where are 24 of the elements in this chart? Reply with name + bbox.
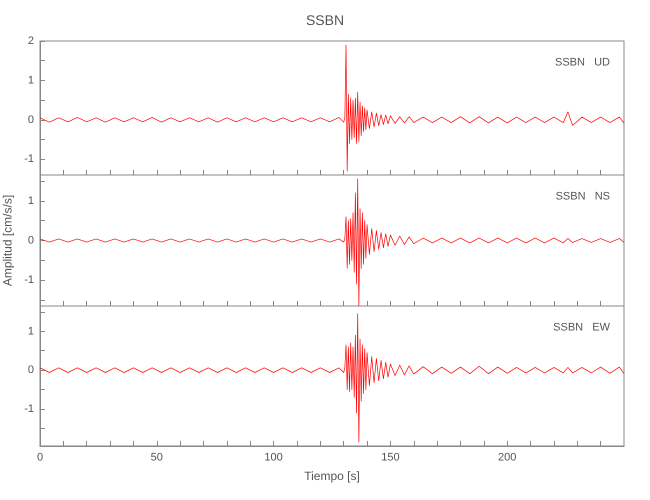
y-tick-label: 2 — [28, 35, 34, 47]
x-axis-title: Tiempo [s] — [304, 469, 360, 483]
x-tick-label: 0 — [36, 452, 44, 464]
line-series — [40, 44, 624, 172]
line-series — [40, 313, 624, 442]
annotation: SSBN EW — [553, 322, 611, 334]
x-tick-label: 50 — [150, 452, 163, 464]
annotation: SSBN UD — [554, 56, 610, 68]
y-tick-label: 1 — [28, 325, 34, 338]
y-axis-title: Amplitud [cm/s/s] — [0, 194, 14, 286]
y-tick-label: -1 — [24, 153, 34, 166]
x-tick-label: 100 — [264, 452, 283, 464]
y-tick-label: 0 — [28, 234, 34, 246]
y-tick-label: 0 — [28, 114, 34, 126]
y-tick-label: -1 — [24, 403, 34, 416]
chart-title: SSBN — [306, 12, 344, 28]
x-tick-label: 200 — [498, 452, 516, 464]
x-tick-label: 150 — [381, 452, 400, 464]
annotation: SSBN NS — [556, 190, 610, 202]
line-series — [40, 178, 624, 306]
y-tick-label: 1 — [28, 74, 34, 86]
y-tick-label: 0 — [28, 364, 34, 376]
y-tick-label: 1 — [28, 194, 34, 207]
y-tick-label: -1 — [24, 274, 34, 286]
